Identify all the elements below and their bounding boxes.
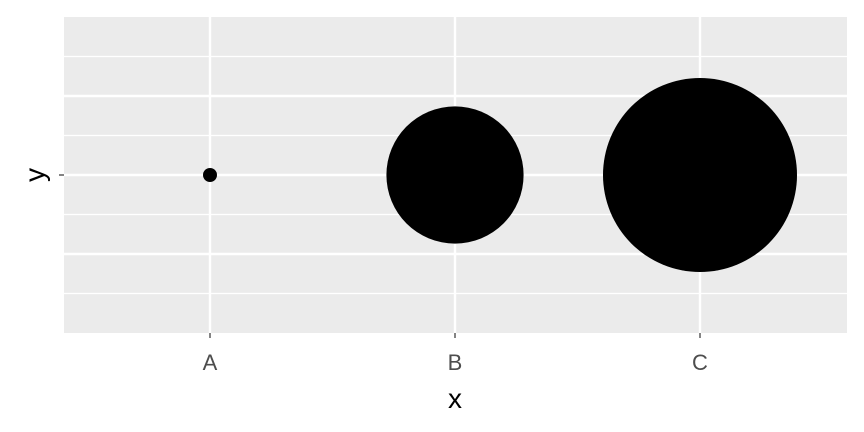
point-A — [203, 168, 217, 182]
x-tick-marks — [209, 333, 701, 338]
x-tick-label-A: A — [203, 350, 218, 375]
x-tick-label-C: C — [692, 350, 708, 375]
x-tick-label-B: B — [448, 350, 463, 375]
x-tick-labels: A B C — [203, 350, 708, 375]
point-B — [386, 106, 524, 244]
data-points — [203, 78, 797, 272]
x-axis-title: x — [448, 383, 462, 414]
point-C — [603, 78, 797, 272]
y-axis-title: y — [19, 168, 50, 182]
